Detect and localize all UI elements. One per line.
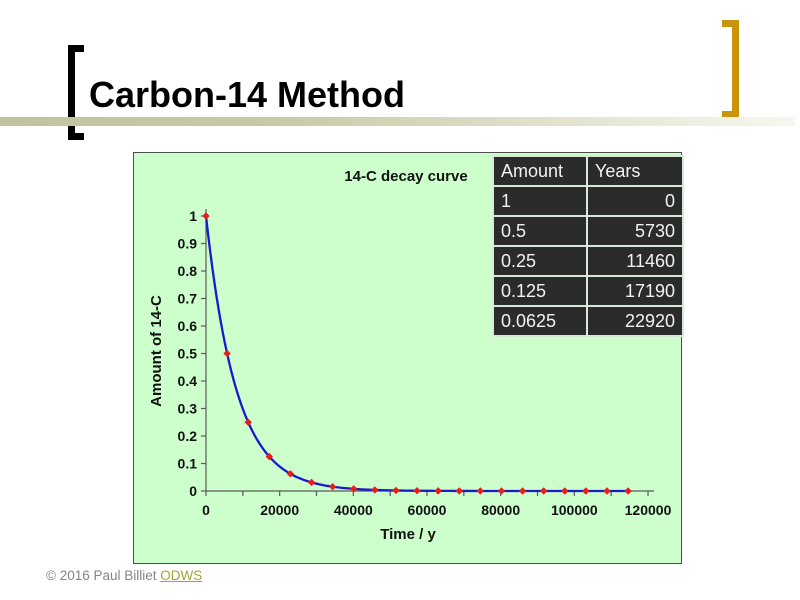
left-bracket-decoration: [68, 45, 84, 140]
data-point-marker: [539, 487, 548, 495]
y-tick-label: 0.9: [178, 236, 198, 252]
data-point-marker: [392, 486, 400, 495]
table-cell-years: 17190: [586, 275, 684, 307]
half-life-table: Amount Years 1 0 0.5 5730 0.25 11460 0.125 17190…: [492, 155, 684, 337]
table-cell-amount: 0.25: [492, 245, 588, 277]
decay-curve-chart: 0 0.1 0.2 0.3 0.4 0.5 0.6 0.7 0.8 0.9 1 0 20000 40000…: [148, 168, 672, 543]
y-axis-title: Amount of 14-C: [148, 295, 165, 407]
data-point-marker: [328, 483, 337, 491]
table-cell-years: 5730: [586, 215, 684, 247]
table-cell-years: 22920: [586, 305, 684, 337]
data-point-marker: [455, 487, 463, 495]
y-tick-label: 0.8: [178, 263, 198, 279]
data-point-marker: [244, 418, 252, 426]
y-tick-label: 0.7: [178, 291, 198, 307]
data-point-marker: [582, 487, 590, 495]
data-point-marker: [518, 487, 527, 495]
right-bracket-decoration: [722, 20, 739, 118]
table-row: 0.0625 22920: [492, 305, 684, 337]
data-point-marker: [371, 486, 379, 494]
x-tick-label: 40000: [334, 502, 373, 518]
x-tick-label: 0: [202, 502, 210, 518]
data-point-marker: [413, 487, 421, 495]
x-tick-label: 80000: [481, 502, 520, 518]
chart-title: 14-C decay curve: [344, 168, 467, 185]
data-point-marker: [497, 487, 506, 495]
data-point-marker: [307, 478, 316, 487]
data-point-marker: [476, 487, 485, 495]
x-axis-title: Time / y: [380, 526, 436, 543]
table-cell-amount: 1: [492, 185, 588, 217]
data-point-marker: [603, 487, 611, 495]
x-tick-label: 100000: [551, 502, 598, 518]
y-tick-label: 0: [189, 483, 197, 499]
table-cell-amount: 0.0625: [492, 305, 588, 337]
table-header-amount: Amount: [492, 155, 588, 187]
x-tick-label: 20000: [260, 502, 299, 518]
data-point-marker: [624, 487, 632, 495]
table-header-years: Years: [586, 155, 684, 187]
table-cell-amount: 0.5: [492, 215, 588, 247]
table-cell-amount: 0.125: [492, 275, 588, 307]
x-tick-label: 60000: [408, 502, 447, 518]
table-row: 0.125 17190: [492, 275, 684, 307]
table-row: 0.5 5730: [492, 215, 684, 247]
data-point-marker: [561, 487, 569, 495]
data-point-marker: [223, 349, 231, 358]
title-underline-rule: [0, 117, 795, 126]
data-point-marker: [202, 212, 210, 220]
y-tick-label: 0.6: [178, 318, 198, 334]
y-tick-label: 0.1: [178, 456, 198, 472]
table-cell-years: 0: [586, 185, 684, 217]
table-header-row: Amount Years: [492, 155, 684, 187]
x-tick-label: 120000: [625, 502, 672, 518]
odws-link[interactable]: ODWS: [160, 568, 203, 583]
y-tick-label: 0.3: [178, 401, 198, 417]
page-title: Carbon-14 Method: [89, 74, 406, 115]
footer: © 2016 Paul Billiet ODWS: [46, 568, 202, 583]
table-cell-years: 11460: [586, 245, 684, 277]
y-tick-label: 1: [189, 208, 197, 224]
y-tick-label: 0.5: [178, 346, 198, 362]
data-point-marker: [286, 470, 295, 478]
data-point-marker: [350, 485, 358, 493]
copyright-text: © 2016 Paul Billiet: [46, 568, 157, 583]
table-row: 0.25 11460: [492, 245, 684, 277]
y-tick-label: 0.4: [178, 373, 198, 389]
y-tick-label: 0.2: [178, 428, 198, 444]
data-point-marker: [434, 487, 442, 495]
